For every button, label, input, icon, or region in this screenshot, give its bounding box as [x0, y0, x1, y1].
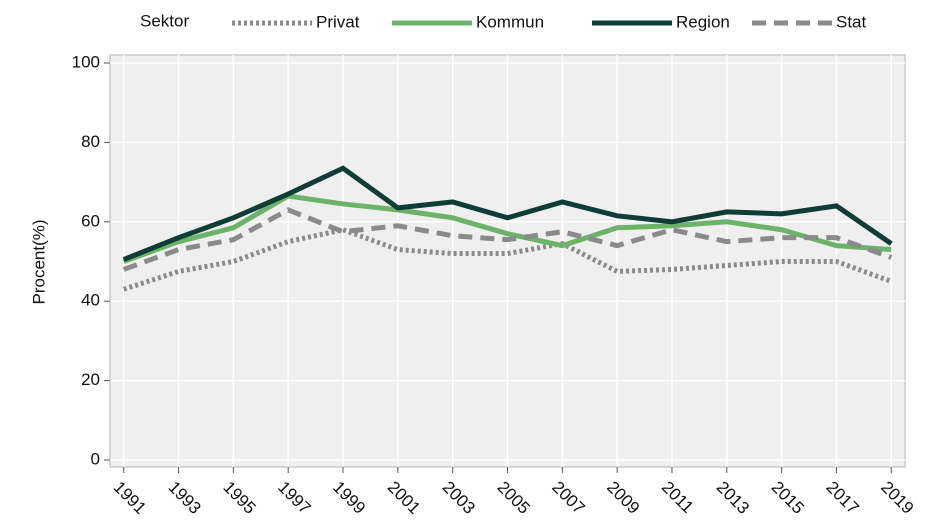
y-tick-label: 100: [72, 52, 100, 71]
x-tick-label: 2017: [822, 478, 862, 518]
x-tick-label: 1993: [165, 478, 205, 518]
x-tick-label: 1997: [274, 478, 314, 518]
y-tick-label: 20: [81, 370, 100, 389]
x-tick-label: 2013: [713, 478, 753, 518]
y-axis-label: Procent(%): [29, 219, 48, 304]
legend-label: Stat: [836, 12, 867, 31]
legend-label: Privat: [316, 12, 360, 31]
x-tick-label: 2003: [439, 478, 479, 518]
legend-label: Kommun: [476, 12, 544, 31]
series-line: [122, 193, 892, 264]
x-tick-label: 1991: [110, 478, 150, 518]
series-line: [122, 165, 893, 262]
y-tick-label: 80: [81, 132, 100, 151]
series-line: [122, 207, 893, 272]
x-tick-label: 2007: [548, 478, 588, 518]
x-tick-label: 2001: [384, 478, 424, 518]
x-tick-label: 2005: [494, 478, 534, 518]
legend-label: Region: [676, 12, 730, 31]
y-tick-label: 0: [91, 449, 100, 468]
legend-title: Sektor: [140, 11, 189, 30]
x-tick-label: 2015: [768, 478, 808, 518]
series-line: [122, 227, 893, 292]
x-tick-label: 1995: [219, 478, 259, 518]
x-tick-label: 2011: [658, 478, 697, 517]
x-tick-label: 2009: [603, 478, 643, 518]
x-tick-label: 1999: [329, 478, 369, 518]
y-tick-label: 40: [81, 291, 100, 310]
x-tick-label: 2019: [877, 478, 917, 518]
y-tick-label: 60: [81, 211, 100, 230]
